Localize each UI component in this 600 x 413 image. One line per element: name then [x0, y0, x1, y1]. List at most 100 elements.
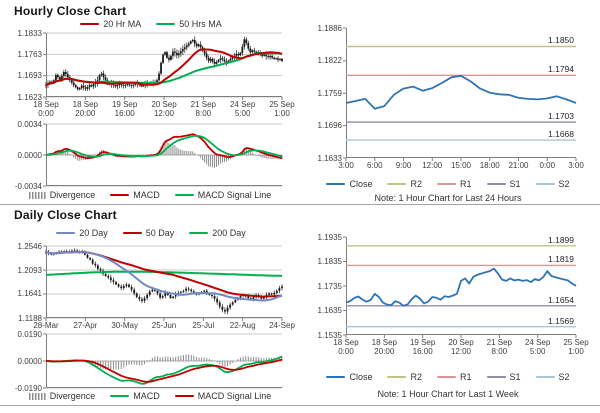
x-axis-tick: 12:00	[422, 161, 443, 170]
x-axis-tick: 9:00	[395, 161, 412, 170]
close-line	[345, 267, 577, 307]
legend-label: MACD	[133, 190, 160, 200]
line-swatch	[535, 375, 555, 379]
pivot-week-svg	[343, 236, 577, 338]
x-axis-tick: 24-Sep	[269, 321, 295, 330]
legend-item: MACD	[110, 190, 160, 200]
pivot-label-R1: 1.1819	[548, 254, 574, 265]
y-axis-tick: -0.0190	[14, 383, 42, 393]
legend-item: Close	[326, 372, 372, 382]
x-axis-tick: 20 Sep 12:00	[448, 338, 474, 356]
y-axis-tick: 1.2546	[17, 241, 42, 251]
note-pivot-week: Note: 1 Hour Chart for Last 1 Week	[377, 389, 519, 399]
daily-price-chart: 1.2546 1.2093 1.1641 1.1188 28-Mar 27-Apr 30-M…	[18, 242, 295, 331]
y-axis-tick: -0.0034	[14, 181, 42, 191]
line-swatch	[486, 375, 506, 379]
legend-item: MACD	[110, 391, 160, 401]
x-axis-tick: 25-Jun	[151, 321, 177, 330]
x-axis-tick: 22-Aug	[229, 321, 256, 330]
x-axis-tick: 3:00	[568, 161, 584, 170]
x-axis-tick: 30-May	[111, 321, 138, 330]
line-swatch	[174, 394, 194, 398]
daily-macd-svg	[43, 333, 283, 389]
line-swatch	[174, 193, 194, 197]
x-axis-tick: 28-Mar	[33, 321, 59, 330]
legend-label: 50 Hrs MA	[179, 19, 222, 29]
line-swatch	[156, 22, 176, 26]
legend-item: R1	[436, 179, 472, 189]
daily-price-svg	[43, 245, 283, 321]
y-axis-tick: 1.1693	[17, 71, 42, 81]
legend-pivot-week: Close R2 R1 S1 S2	[316, 372, 580, 382]
ma-200-line	[45, 270, 283, 277]
daily-macd-chart: 0.0190 0.0000 -0.0190	[15, 330, 283, 393]
hourly-macd-chart: 0.0034 0.0000 -0.0034	[15, 120, 283, 191]
y-axis-tick: 1.1633	[317, 153, 342, 163]
line-swatch	[56, 231, 76, 235]
y-axis-tick: 1.1641	[17, 289, 42, 299]
legend-item: 20 Day	[56, 228, 108, 238]
x-axis-tick: 6:00	[366, 161, 383, 170]
x-axis-tick: 15:00	[450, 161, 472, 170]
legend-item: 50 Hrs MA	[156, 19, 222, 29]
pivot-24h-svg	[343, 27, 577, 161]
x-axis-tick: 27-Apr	[73, 321, 98, 330]
pivot-24h-chart: 1.1886 1.1822 1.1759 1.1696 1.1633 3:00 6:00 9:…	[318, 24, 584, 171]
legend-label: R2	[410, 179, 422, 189]
x-axis-tick: 3:00	[338, 161, 354, 170]
hourly-macd-svg	[43, 123, 283, 187]
legend-item: Divergence	[28, 391, 95, 401]
line-swatch	[122, 231, 142, 235]
legend-item: R1	[436, 372, 472, 382]
hourly-price-chart: 1.1833 1.1763 1.1693 1.1623 18 Sep 0:00 18 Sep…	[18, 29, 295, 119]
x-axis-tick: 21 Sep 8:00	[190, 100, 217, 118]
y-axis-tick: 1.1935	[317, 232, 342, 242]
x-axis-tick: 18 Sep 0:00	[333, 338, 359, 356]
x-axis-tick: 0:00	[539, 161, 556, 170]
x-axis-tick: 19 Sep 16:00	[111, 100, 138, 118]
legend-hourly-ma: 20 Hr MA 50 Hrs MA	[20, 19, 282, 29]
y-axis-tick: 1.1735	[317, 281, 342, 291]
x-axis-tick: 18 Sep 20:00	[72, 100, 99, 118]
y-axis-tick: 0.0190	[17, 329, 42, 339]
legend-item: S1	[486, 372, 521, 382]
divergence-bars-swatch	[28, 392, 46, 400]
x-axis-tick: 25 Sep 1:00	[269, 100, 295, 118]
hourly-price-svg	[43, 32, 283, 100]
x-axis-tick: 18 Sep 20:00	[371, 338, 398, 356]
line-swatch	[387, 182, 407, 186]
legend-item: Divergence	[28, 190, 95, 200]
x-axis-tick: 24 Sep 5:00	[524, 338, 551, 356]
legend-label: R1	[459, 372, 472, 382]
legend-label: S1	[509, 179, 521, 189]
line-swatch	[110, 193, 130, 197]
macd-signal-line	[45, 134, 283, 158]
legend-item: MACD Signal Line	[174, 190, 271, 200]
legend-item: 50 Day	[122, 228, 174, 238]
y-axis-tick: 1.1822	[317, 56, 342, 66]
legend-daily-ma: 20 Day 50 Day 200 Day	[20, 228, 282, 238]
pivot-label-S2: 1.1668	[548, 129, 574, 140]
y-axis-tick: 0.0000	[17, 356, 42, 366]
panel-pivot-24h: 1.1886 1.1822 1.1759 1.1696 1.1633 3:00 6:00 9:…	[298, 2, 598, 204]
pivot-label-S2: 1.1569	[548, 315, 574, 326]
y-axis-tick: 1.2093	[17, 265, 42, 275]
y-axis-tick: 0.0034	[17, 119, 42, 129]
legend-label: 20 Hr MA	[103, 19, 142, 29]
y-axis-tick: 1.1763	[17, 49, 42, 59]
legend-hourly-macd: Divergence MACD MACD Signal Line	[10, 190, 290, 200]
legend-label: Close	[349, 372, 373, 382]
legend-label: 200 Day	[212, 228, 246, 238]
x-axis-tick: 20 Sep 12:00	[151, 100, 177, 118]
legend-label: R2	[410, 372, 422, 382]
y-axis-tick: 1.1759	[317, 88, 342, 98]
legend-label: S2	[558, 179, 570, 189]
legend-item: 200 Day	[189, 228, 246, 238]
legend-item: S1	[486, 179, 521, 189]
pivot-label-S1: 1.1654	[548, 294, 574, 305]
divergence-bars	[48, 354, 283, 370]
ma-20-line	[45, 251, 283, 302]
close-line	[345, 74, 577, 110]
legend-item: S2	[535, 179, 570, 189]
x-axis-tick: 24 Sep 5:00	[229, 100, 256, 118]
